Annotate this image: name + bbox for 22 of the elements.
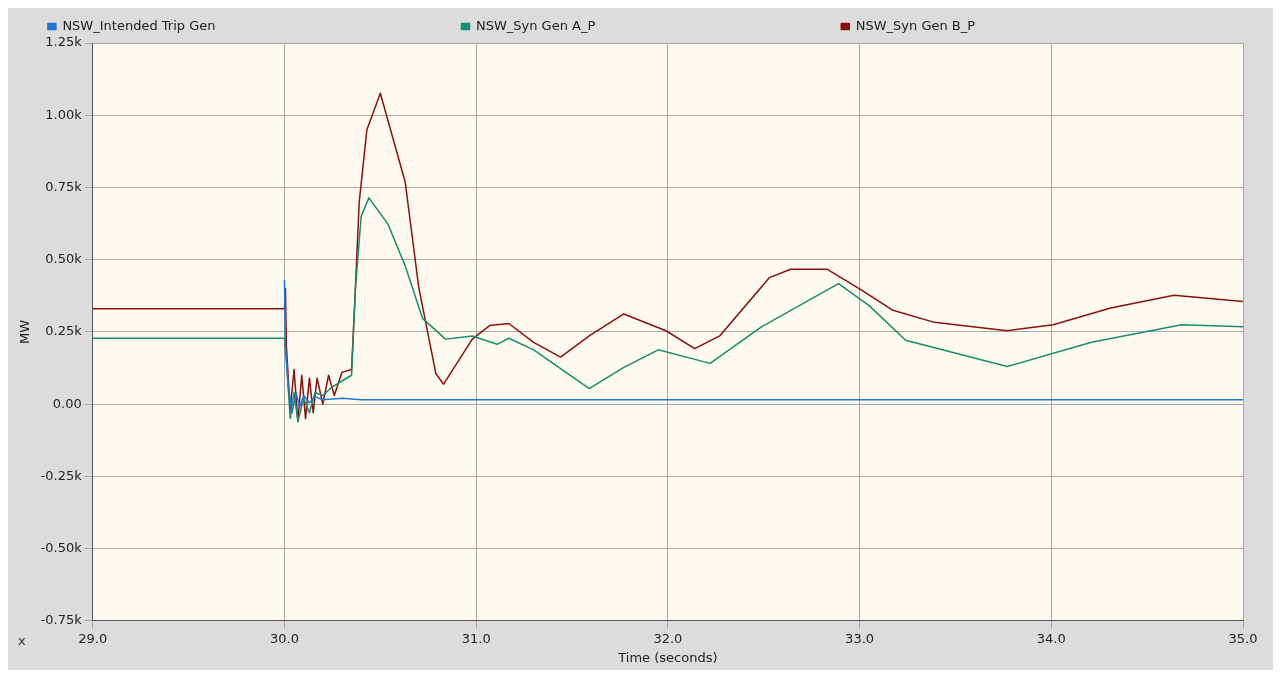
- y-tick-label: 0.25k: [45, 323, 83, 339]
- legend-label: NSW_Syn Gen A_P: [475, 17, 830, 33]
- y-tick-label: 0.00: [52, 395, 82, 411]
- x-tick-label: 31.0: [461, 630, 491, 646]
- x-tick-label: 30.0: [269, 630, 299, 646]
- y-tick-label: -0.25k: [40, 467, 83, 483]
- x-tick-label: 29.0: [78, 630, 108, 646]
- x-tick-label: 33.0: [845, 630, 875, 646]
- legend-label: NSW_Syn Gen B_P: [855, 17, 1210, 33]
- y-axis-title: MW: [17, 319, 33, 344]
- y-tick-label: -0.50k: [40, 539, 83, 555]
- y-tick-label: -0.75k: [40, 612, 83, 628]
- text: x: [18, 632, 26, 648]
- y-tick-label: 1.00k: [45, 106, 83, 122]
- legend-label: NSW_Intended Trip Gen: [62, 17, 450, 33]
- x-axis-title: Time (seconds): [617, 649, 718, 665]
- y-tick-label: 0.75k: [45, 178, 83, 194]
- x-tick-label: 32.0: [653, 630, 683, 646]
- y-tick-label: 1.25k: [45, 34, 83, 50]
- y-tick-label: 0.50k: [45, 251, 83, 267]
- x-tick-label: 34.0: [1036, 630, 1066, 646]
- x-tick-label: 35.0: [1228, 630, 1258, 646]
